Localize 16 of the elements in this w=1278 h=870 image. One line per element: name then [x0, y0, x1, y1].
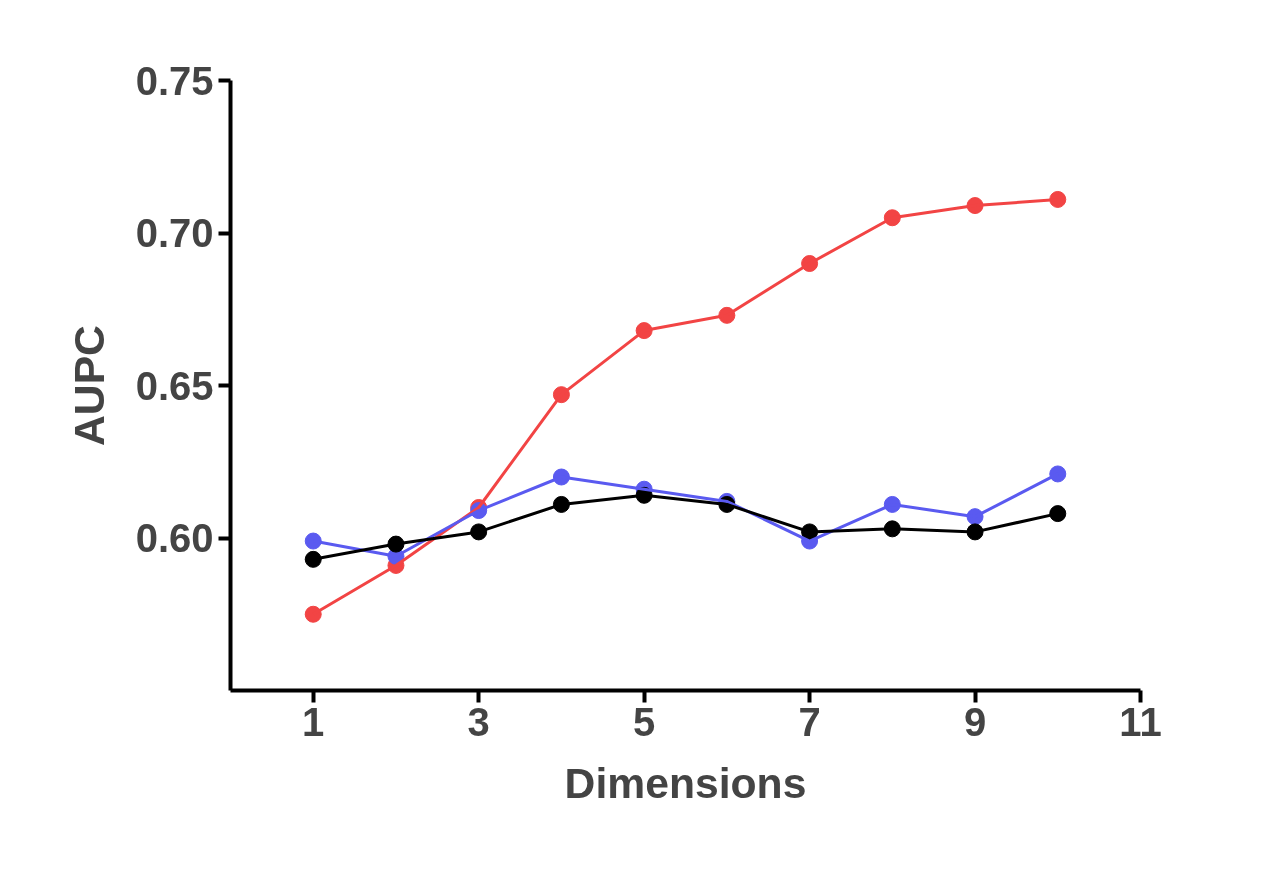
y-tick-label: 0.70 [135, 211, 214, 255]
x-tick-label: 11 [1119, 699, 1162, 744]
y-axis-title: AUPC [64, 325, 113, 446]
point [1049, 190, 1067, 208]
x-tick-label: 3 [467, 699, 490, 744]
x-tick-label: 5 [633, 699, 656, 744]
y-tick-label: 0.75 [135, 58, 214, 103]
x-axis-title: Dimensions [564, 758, 807, 807]
y-tick-label: 0.65 [135, 363, 214, 408]
point [1049, 505, 1067, 523]
x-tick-label: 1 [302, 699, 325, 744]
y-tick-label: 0.60 [135, 516, 214, 560]
point [304, 605, 322, 623]
x-tick-label: 7 [798, 699, 821, 744]
point [304, 550, 322, 568]
x-tick-label: 9 [963, 699, 987, 744]
